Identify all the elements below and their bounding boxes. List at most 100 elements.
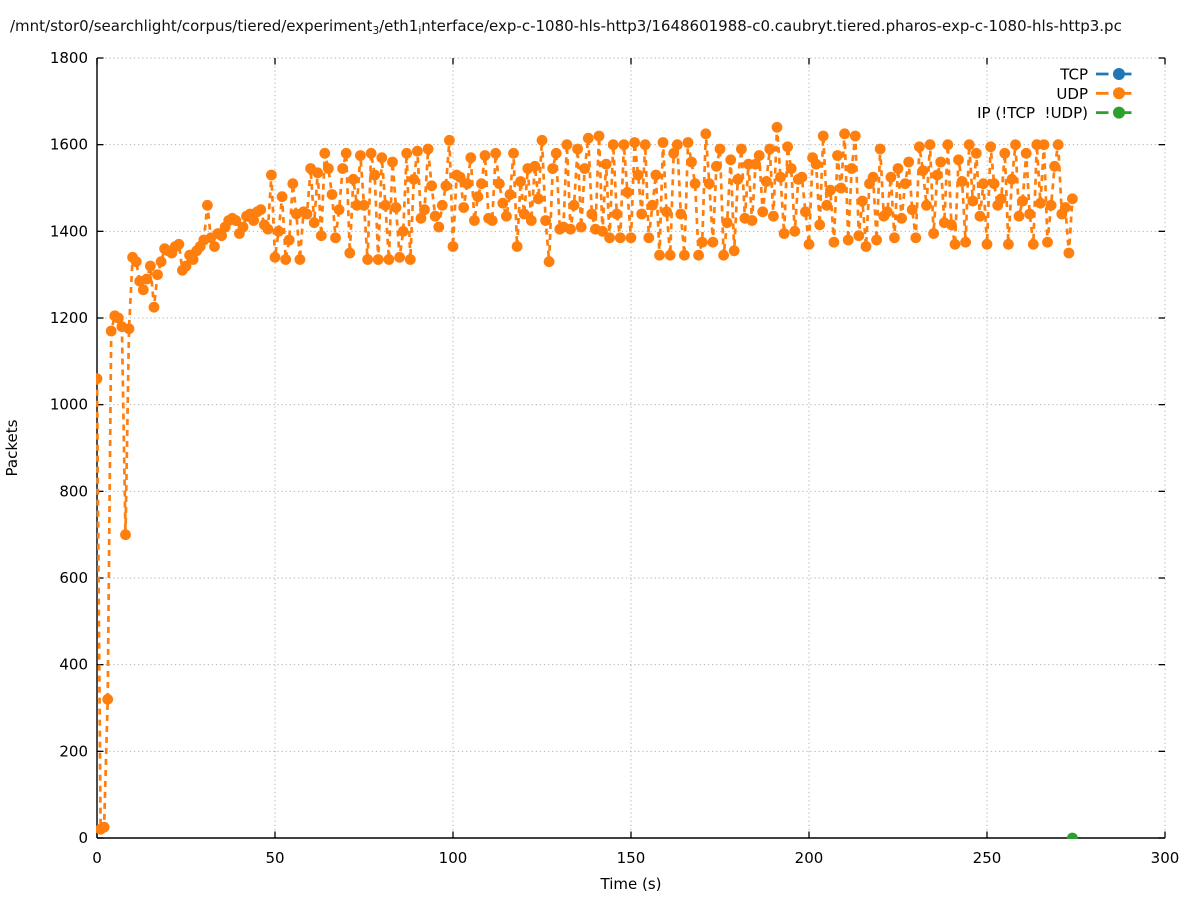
udp-data-point [970,147,982,159]
udp-data-point [1042,236,1053,248]
legend-label-udp: UDP [1056,85,1088,103]
udp-data-point [931,169,943,181]
udp-data-point [543,256,555,268]
udp-data-point [323,163,334,174]
udp-data-point [1006,173,1018,185]
y-tick-labels: 0 200 400 600 800 1000 1200 1400 1600 1800 [50,49,88,847]
udp-data-point [180,260,192,272]
udp-data-point [988,178,1000,190]
udp-data-point [501,210,512,222]
udp-data-point [789,225,801,237]
udp-data-point [814,219,826,231]
udp-data-point [394,251,405,263]
y-tick-label: 1600 [50,136,88,154]
udp-data-point [1059,202,1071,213]
udp-data-point [928,228,939,239]
udp-data-point [803,238,815,250]
udp-data-point [671,139,683,151]
udp-data-point [280,254,292,265]
udp-data-point [105,325,117,337]
udp-data-point [408,173,420,185]
udp-data-point [230,215,242,226]
udp-data-point [518,208,530,220]
legend-marker-sample [1113,68,1125,80]
udp-data-point [472,191,484,203]
udp-data-point [924,139,936,151]
udp-data-point [390,202,402,213]
udp-data-point [248,215,259,226]
udp-data-point [825,184,836,196]
udp-data-point [347,173,359,185]
udp-data-point [650,169,662,181]
udp-data-point [732,173,744,185]
grid [96,57,1166,839]
chart-title-seg1: /mnt/stor0/searchlight/corpus/tiered/exp… [10,17,373,35]
udp-data-point [362,254,373,265]
y-tick-label: 1400 [50,222,88,240]
udp-data-point [433,221,445,233]
udp-data-point [810,158,822,170]
udp-data-point [429,210,441,222]
udp-data-point [572,143,583,155]
udp-data-point [853,230,865,242]
y-axis-label: Packets [3,419,21,476]
udp-data-point [383,254,395,265]
udp-data-point [155,256,167,268]
x-axis-label: Time (s) [600,875,662,893]
udp-data-point [476,178,487,190]
udp-data-point [436,199,448,211]
udp-data-point [515,176,526,187]
udp-data-point [419,204,430,216]
y-tick-label: 400 [59,656,88,674]
udp-data-point [415,212,427,224]
udp-data-point [892,163,904,174]
udp-data-point [504,189,516,200]
udp-data-point [550,147,562,159]
legend-marker-sample [1113,87,1125,100]
legend-label-tcp: TCP [1059,66,1088,84]
udp-data-point [821,199,833,211]
udp-data-point [96,373,103,385]
udp-data-point [355,150,366,161]
udp-data-point [387,156,398,168]
udp-data-point [835,182,847,194]
udp-data-point [98,821,110,833]
udp-data-point [689,178,701,190]
udp-data-point [967,195,979,207]
udp-data-point [340,147,352,159]
udp-data-point [686,156,697,168]
udp-data-point [497,197,509,209]
udp-data-point [426,180,437,192]
udp-data-point [881,206,893,218]
udp-data-point [237,221,249,233]
udp-data-point [141,273,153,285]
udp-data-point [1063,247,1075,259]
udp-data-point [465,152,477,164]
udp-data-point [775,171,786,183]
udp-data-point [315,230,327,242]
udp-data-point [703,178,715,190]
udp-data-point [493,178,505,190]
udp-data-point [664,249,676,261]
udp-data-point [597,225,608,237]
udp-data-point [896,212,907,224]
udp-data-point [533,193,544,205]
udp-data-point [579,163,591,174]
udp-data-point [885,171,897,183]
udp-data-point [568,199,580,211]
udp-data-point [447,241,459,252]
chart-title-seg3: nterface/exp-c-1080-hls-http3/1648601988… [421,17,1122,35]
udp-data-point [832,150,843,161]
legend-marker-sample [1113,106,1125,119]
udp-data-point [202,199,213,211]
udp-data-point [974,210,986,222]
udp-data-point [130,256,142,268]
udp-data-point [817,130,829,142]
udp-data-point [469,215,480,226]
legend-entry-udp: UDP [1056,85,1142,103]
udp-data-point [120,529,131,541]
udp-data-point [586,208,598,220]
chart-title-seg2: /eth1 [379,17,419,35]
